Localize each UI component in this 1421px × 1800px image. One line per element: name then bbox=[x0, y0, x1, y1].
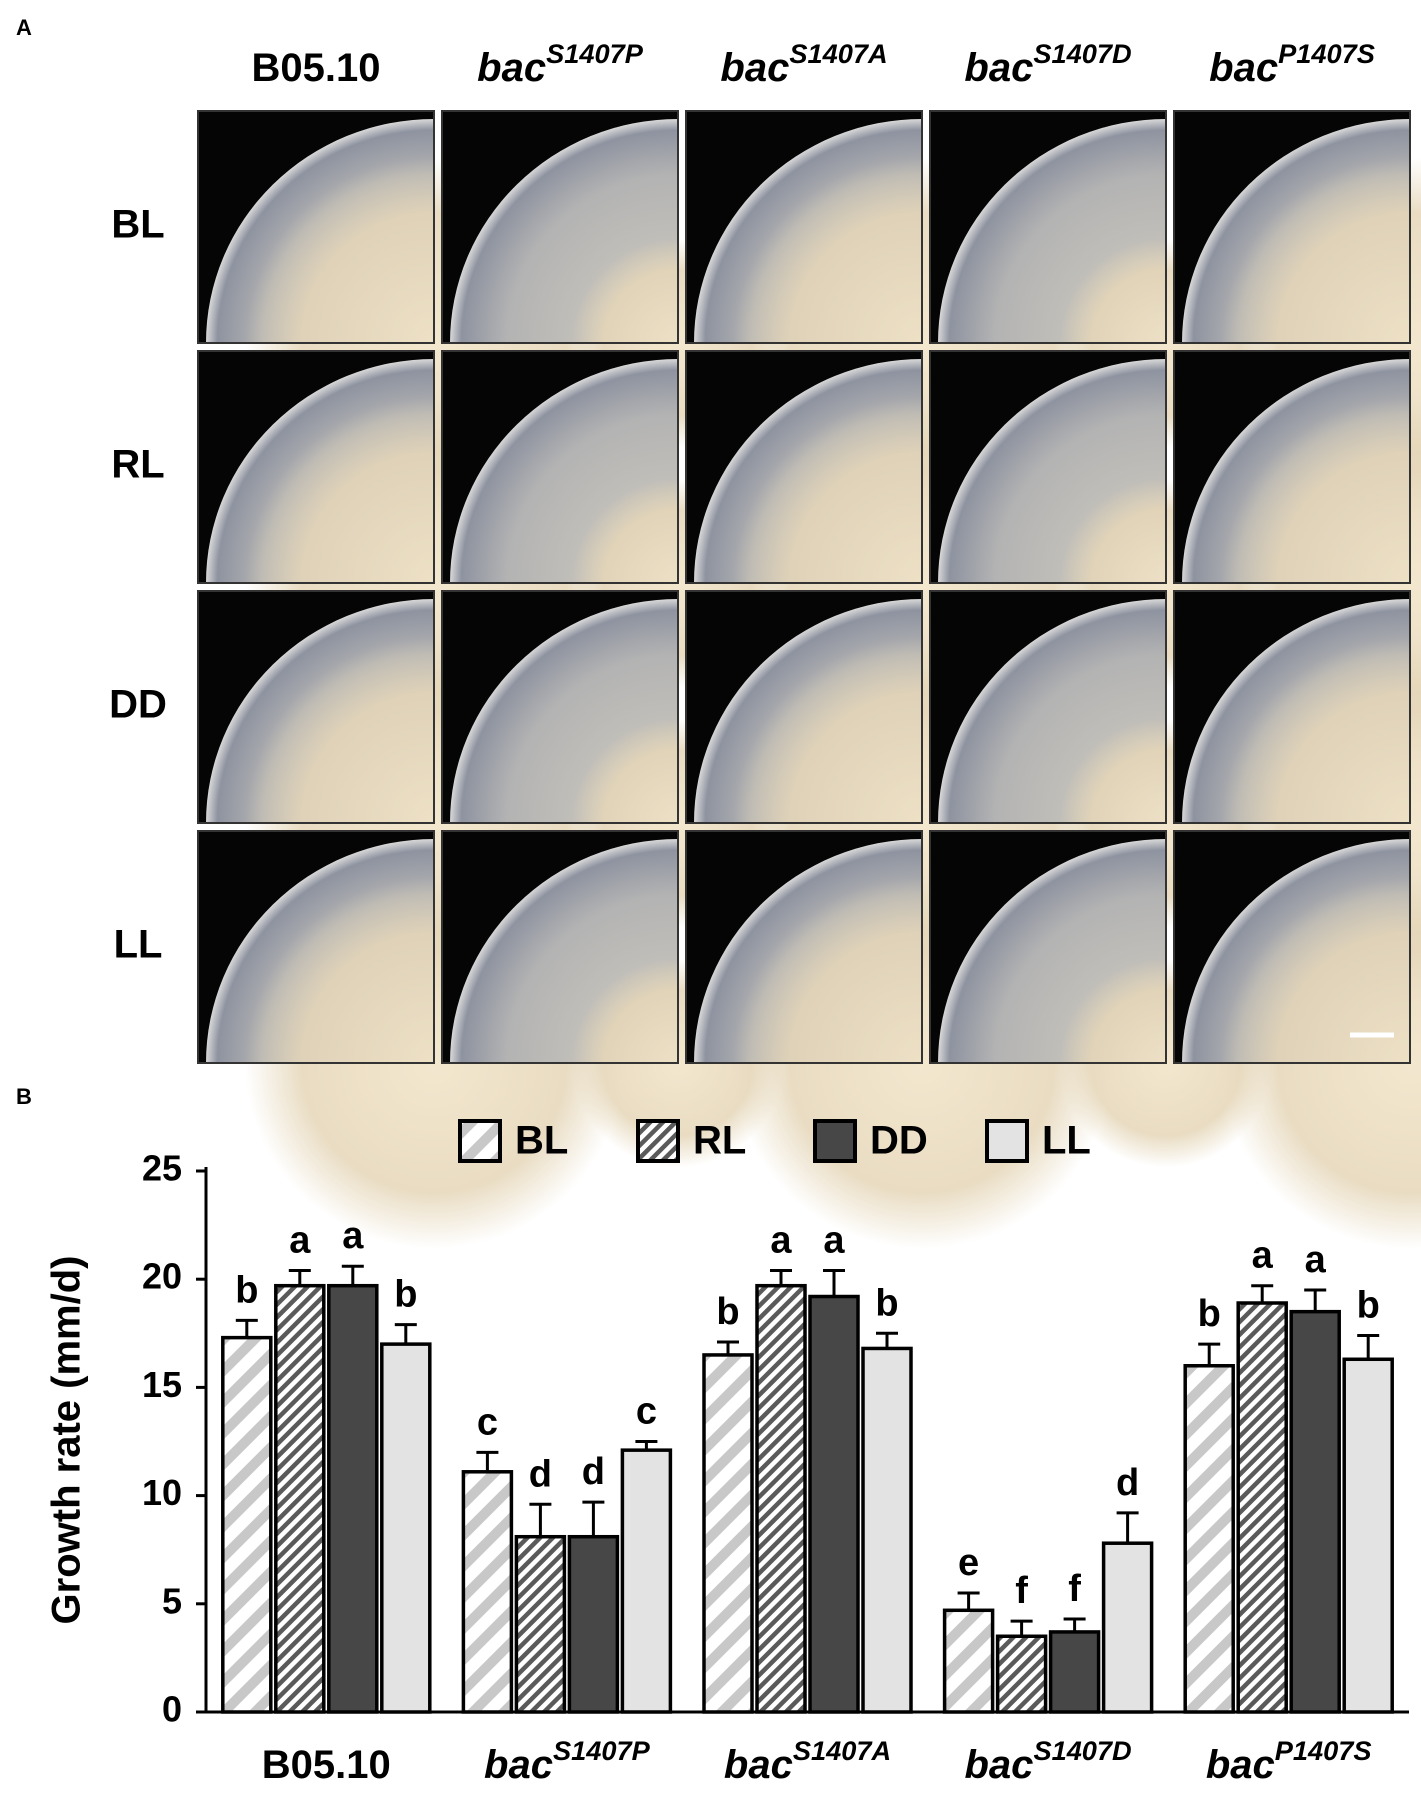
bar bbox=[1183, 1364, 1235, 1714]
significance-letter: b bbox=[1357, 1284, 1380, 1326]
bar bbox=[755, 1283, 807, 1714]
bar bbox=[1048, 1630, 1101, 1714]
plate-photo bbox=[1173, 110, 1421, 529]
bar bbox=[808, 1294, 860, 1714]
y-tick-label: 0 bbox=[162, 1689, 182, 1730]
significance-letter: b bbox=[875, 1282, 898, 1324]
panel-label: A bbox=[16, 15, 32, 40]
significance-letter: a bbox=[770, 1220, 792, 1262]
significance-letter: a bbox=[1305, 1239, 1327, 1281]
legend-swatch bbox=[985, 1119, 1029, 1163]
column-label: bacS1407A bbox=[720, 38, 887, 89]
significance-letter: a bbox=[342, 1215, 364, 1257]
bar bbox=[861, 1346, 913, 1714]
significance-letter: b bbox=[394, 1274, 417, 1316]
row-label: LL bbox=[114, 923, 163, 967]
label-superscript: S1407P bbox=[553, 1735, 651, 1766]
legend-swatch bbox=[813, 1119, 857, 1163]
bar bbox=[702, 1353, 754, 1714]
y-tick-label: 15 bbox=[142, 1364, 182, 1405]
significance-letter: b bbox=[235, 1269, 258, 1311]
significance-letter: a bbox=[1252, 1235, 1274, 1277]
label-superscript: P1407S bbox=[1278, 38, 1375, 69]
label-superscript: S1407A bbox=[793, 1735, 891, 1766]
bar bbox=[327, 1283, 379, 1714]
bar bbox=[1342, 1357, 1394, 1714]
label-base: bac bbox=[964, 46, 1033, 90]
column-label: bacP1407S bbox=[1209, 38, 1375, 89]
significance-letter: b bbox=[1198, 1293, 1221, 1335]
significance-letter: a bbox=[823, 1220, 845, 1262]
label-base: B05.10 bbox=[252, 46, 381, 90]
bar bbox=[995, 1634, 1048, 1714]
bar bbox=[274, 1283, 326, 1714]
bar bbox=[221, 1335, 273, 1714]
y-tick-label: 10 bbox=[142, 1472, 182, 1513]
label-superscript: S1407A bbox=[789, 38, 887, 69]
legend-label: LL bbox=[1042, 1119, 1091, 1163]
bar bbox=[380, 1342, 432, 1714]
label-base: bac bbox=[1206, 1743, 1275, 1787]
y-axis-label: Growth rate (mm/d) bbox=[45, 1256, 89, 1625]
bar bbox=[620, 1448, 673, 1714]
y-tick-label: 5 bbox=[162, 1580, 182, 1621]
bar bbox=[1101, 1541, 1154, 1714]
row-label: BL bbox=[111, 203, 164, 247]
significance-letter: d bbox=[582, 1451, 605, 1493]
label-base: bac bbox=[965, 1743, 1034, 1787]
significance-letter: f bbox=[1015, 1570, 1028, 1612]
label-base: B05.10 bbox=[262, 1743, 391, 1787]
label-base: bac bbox=[720, 46, 789, 90]
significance-letter: a bbox=[289, 1220, 311, 1262]
legend-swatch bbox=[458, 1119, 502, 1163]
row-label: RL bbox=[111, 443, 164, 487]
legend-swatch bbox=[636, 1119, 680, 1163]
bar bbox=[1289, 1309, 1341, 1714]
significance-letter: c bbox=[477, 1401, 498, 1443]
legend-label: RL bbox=[693, 1119, 746, 1163]
x-tick-label: B05.10 bbox=[262, 1743, 391, 1787]
label-superscript: S1407D bbox=[1033, 1735, 1131, 1766]
legend-label: DD bbox=[870, 1119, 928, 1163]
column-label: bacS1407P bbox=[477, 38, 644, 89]
bar bbox=[514, 1534, 567, 1714]
column-label: B05.10 bbox=[252, 46, 381, 90]
significance-letter: d bbox=[1116, 1462, 1139, 1504]
bar bbox=[567, 1534, 620, 1714]
row-label: DD bbox=[109, 683, 167, 727]
bar bbox=[1236, 1301, 1288, 1714]
significance-letter: f bbox=[1068, 1568, 1081, 1610]
x-tick-label: bacP1407S bbox=[1206, 1735, 1372, 1786]
significance-letter: e bbox=[958, 1542, 979, 1584]
label-base: bac bbox=[724, 1743, 793, 1787]
legend-label: BL bbox=[515, 1119, 568, 1163]
bar bbox=[942, 1608, 995, 1714]
y-tick-label: 25 bbox=[142, 1148, 182, 1189]
significance-letter: c bbox=[636, 1391, 657, 1433]
label-superscript: P1407S bbox=[1275, 1735, 1372, 1766]
x-tick-label: bacS1407D bbox=[965, 1735, 1132, 1786]
y-tick-label: 20 bbox=[142, 1256, 182, 1297]
panel-label: B bbox=[16, 1084, 32, 1109]
label-base: bac bbox=[484, 1743, 553, 1787]
label-superscript: S1407P bbox=[546, 38, 644, 69]
x-tick-label: bacS1407P bbox=[484, 1735, 651, 1786]
label-base: bac bbox=[477, 46, 546, 90]
plate-photo bbox=[1173, 830, 1421, 1249]
bar bbox=[461, 1470, 514, 1714]
label-base: bac bbox=[1209, 46, 1278, 90]
x-tick-label: bacS1407A bbox=[724, 1735, 891, 1786]
significance-letter: d bbox=[529, 1453, 552, 1495]
significance-letter: b bbox=[716, 1291, 739, 1333]
column-label: bacS1407D bbox=[964, 38, 1131, 89]
label-superscript: S1407D bbox=[1033, 38, 1131, 69]
